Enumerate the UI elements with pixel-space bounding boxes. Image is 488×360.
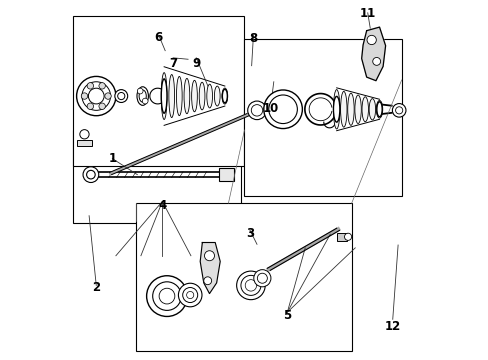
Text: 11: 11 <box>359 8 375 21</box>
Circle shape <box>142 98 148 104</box>
Circle shape <box>115 90 127 103</box>
Circle shape <box>99 83 105 89</box>
Text: 2: 2 <box>92 281 100 294</box>
Circle shape <box>241 275 261 296</box>
Bar <box>219 168 233 181</box>
Text: 4: 4 <box>158 198 166 212</box>
Ellipse shape <box>206 84 212 108</box>
Ellipse shape <box>376 102 382 117</box>
Circle shape <box>137 88 143 94</box>
Circle shape <box>366 35 376 45</box>
Circle shape <box>152 282 181 310</box>
Text: 12: 12 <box>384 320 400 333</box>
Polygon shape <box>361 27 385 81</box>
Ellipse shape <box>376 100 382 118</box>
Circle shape <box>253 270 270 287</box>
Ellipse shape <box>222 89 227 103</box>
Circle shape <box>178 283 202 307</box>
Circle shape <box>80 130 89 139</box>
Ellipse shape <box>168 75 174 118</box>
Circle shape <box>183 288 197 302</box>
Circle shape <box>251 105 262 116</box>
Circle shape <box>99 103 105 109</box>
Circle shape <box>203 277 211 285</box>
Bar <box>73 16 244 166</box>
Ellipse shape <box>161 73 166 120</box>
Ellipse shape <box>176 76 182 116</box>
Text: 1: 1 <box>108 152 116 165</box>
Ellipse shape <box>183 78 189 114</box>
Circle shape <box>236 271 264 300</box>
Circle shape <box>118 93 124 100</box>
Polygon shape <box>200 243 220 294</box>
Circle shape <box>77 76 116 116</box>
Text: 5: 5 <box>283 309 291 322</box>
Circle shape <box>268 95 297 123</box>
Text: 6: 6 <box>154 31 163 44</box>
Ellipse shape <box>137 87 148 105</box>
Bar <box>135 203 351 351</box>
Circle shape <box>344 233 351 240</box>
Ellipse shape <box>340 91 346 127</box>
Circle shape <box>83 167 99 183</box>
Bar <box>73 130 241 223</box>
Circle shape <box>257 273 267 283</box>
Circle shape <box>244 280 256 291</box>
Bar <box>337 233 346 241</box>
Text: 3: 3 <box>245 227 253 240</box>
Circle shape <box>81 93 87 99</box>
Text: 8: 8 <box>249 32 257 45</box>
Circle shape <box>86 170 95 179</box>
Bar <box>244 39 401 196</box>
Text: 7: 7 <box>169 57 177 71</box>
Circle shape <box>263 90 302 129</box>
Ellipse shape <box>191 80 197 112</box>
Circle shape <box>372 58 380 65</box>
Ellipse shape <box>333 96 339 122</box>
Circle shape <box>87 103 93 109</box>
Text: 9: 9 <box>192 57 200 71</box>
Circle shape <box>395 107 402 114</box>
Circle shape <box>146 276 187 316</box>
Circle shape <box>104 93 111 99</box>
Ellipse shape <box>214 86 220 106</box>
Circle shape <box>186 292 193 298</box>
Circle shape <box>87 83 93 89</box>
Ellipse shape <box>333 90 339 129</box>
Ellipse shape <box>368 99 375 120</box>
Ellipse shape <box>199 82 204 110</box>
Circle shape <box>88 88 104 104</box>
Text: 10: 10 <box>263 102 279 115</box>
Ellipse shape <box>347 93 353 125</box>
Ellipse shape <box>222 88 227 104</box>
Circle shape <box>204 251 214 261</box>
Circle shape <box>391 104 405 117</box>
Ellipse shape <box>161 79 166 113</box>
Ellipse shape <box>139 90 146 102</box>
Ellipse shape <box>361 97 367 122</box>
Circle shape <box>82 82 110 111</box>
Circle shape <box>247 101 266 120</box>
Circle shape <box>159 288 175 304</box>
Bar <box>77 140 92 146</box>
Ellipse shape <box>354 95 361 123</box>
